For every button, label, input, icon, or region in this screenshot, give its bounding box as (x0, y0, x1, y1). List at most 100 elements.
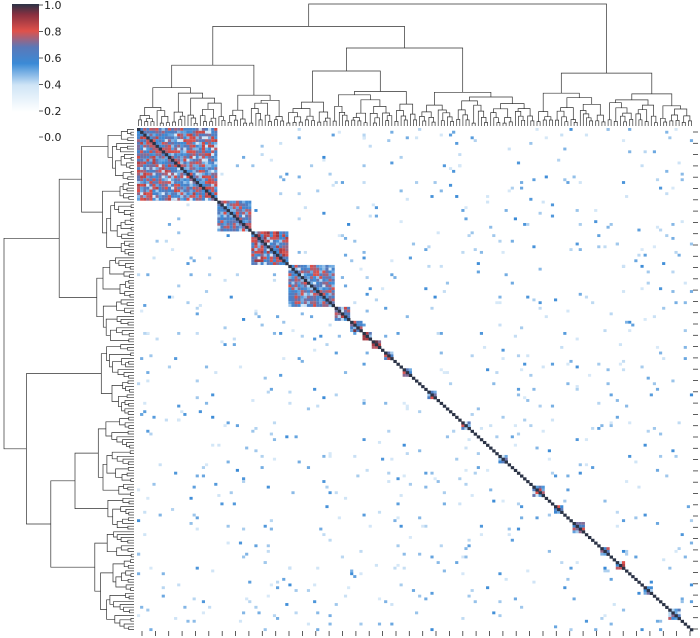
heatmap-cell (319, 276, 323, 279)
heatmap-cell (655, 468, 660, 472)
dendrogram-link (128, 279, 134, 284)
heatmap-cell (149, 167, 153, 170)
heatmap-cell (659, 186, 663, 190)
dendrogram-link (127, 578, 134, 583)
heatmap-cell (174, 617, 178, 620)
heatmap-cell (238, 228, 243, 232)
heatmap-cell (238, 541, 243, 545)
heatmap-cell (356, 320, 360, 324)
heatmap-cell (427, 396, 431, 400)
heatmap-cell (192, 186, 196, 190)
heatmap-cell (322, 480, 326, 483)
heatmap-cell (541, 429, 545, 433)
heatmap-cell (285, 253, 289, 257)
heatmap-cell (186, 150, 190, 154)
dendrogram-link (115, 160, 124, 176)
heatmap-cell (415, 181, 419, 184)
heatmap-cell (155, 161, 159, 165)
heatmap-cell (331, 264, 335, 268)
heatmap-cell (164, 192, 168, 196)
heatmap-cell (343, 496, 348, 500)
heatmap-cell (242, 228, 246, 232)
heatmap-cell (408, 256, 412, 260)
dendrogram-link (274, 119, 278, 126)
heatmap-cell (350, 329, 354, 333)
heatmap-cell (325, 284, 329, 288)
heatmap-cell (195, 144, 199, 148)
heatmap-cell (368, 287, 372, 291)
heatmap-cell (603, 547, 607, 551)
heatmap-cell (297, 128, 301, 131)
heatmap-cell (260, 245, 264, 249)
heatmap-cell (279, 242, 283, 246)
heatmap-cell (251, 245, 255, 249)
heatmap-diagonal-cell (309, 284, 314, 288)
heatmap-diagonal-cell (529, 482, 533, 486)
heatmap-cell (303, 284, 307, 288)
heatmap-cell (285, 172, 289, 176)
dendrogram-link (126, 442, 134, 447)
heatmap-diagonal-cell (489, 446, 493, 450)
heatmap-cell (167, 181, 172, 184)
heatmap-diagonal-cell (640, 583, 644, 587)
dendrogram-link (607, 119, 612, 126)
heatmap-cell (201, 141, 206, 145)
heatmap-diagonal-cell (411, 376, 416, 380)
heatmap-cell (306, 276, 311, 279)
dendrogram-link (130, 226, 134, 231)
heatmap-cell (170, 133, 175, 137)
dendrogram-link (130, 170, 134, 175)
heatmap-cell (177, 189, 181, 193)
heatmap-diagonal-cell (427, 390, 431, 394)
heatmap-diagonal-cell (325, 298, 329, 302)
dendrogram-link (112, 361, 122, 373)
heatmap-cell (442, 569, 446, 573)
heatmap-cell (137, 155, 141, 159)
heatmap-cell (674, 250, 678, 254)
heatmap-cell (535, 516, 539, 520)
heatmap-diagonal-cell (665, 605, 669, 609)
heatmap-cell (334, 491, 338, 495)
heatmap-diagonal-cell (424, 387, 428, 391)
heatmap-cell (217, 206, 221, 210)
heatmap-cell (316, 284, 320, 288)
heatmap-cell (235, 200, 239, 204)
heatmap-cell (384, 357, 388, 360)
heatmap-cell (220, 502, 224, 506)
heatmap-cell (149, 181, 153, 184)
heatmap-cell (174, 133, 178, 137)
dendrogram-link (517, 108, 531, 116)
heatmap-cell (538, 301, 542, 305)
heatmap-cell (300, 270, 304, 274)
heatmap-cell (309, 315, 314, 319)
heatmap-cell (140, 128, 144, 131)
heatmap-cell (621, 608, 626, 612)
heatmap-cell (618, 561, 623, 564)
heatmap-cell (309, 264, 314, 268)
heatmap-cell (662, 558, 666, 562)
heatmap-cell (198, 186, 202, 190)
heatmap-diagonal-cell (501, 457, 505, 461)
heatmap-diagonal-cell (448, 410, 453, 414)
dendrogram-link (124, 219, 134, 225)
heatmap-cell (566, 474, 570, 478)
heatmap-cell (282, 245, 286, 249)
heatmap-cell (300, 278, 304, 282)
heatmap-cell (359, 323, 363, 327)
heatmap-cell (248, 220, 252, 224)
heatmap-cell (424, 524, 428, 528)
heatmap-cell (235, 206, 239, 210)
dendrogram-link (129, 444, 134, 449)
heatmap-cell (183, 136, 187, 140)
heatmap-cell (523, 418, 527, 422)
heatmap-cell (177, 155, 181, 159)
heatmap-cell (331, 270, 335, 274)
heatmap-cell (331, 287, 335, 291)
heatmap-cell (291, 281, 295, 285)
heatmap-cell (655, 619, 660, 623)
heatmap-cell (180, 139, 184, 143)
heatmap-cell (424, 485, 428, 489)
heatmap-cell (183, 186, 187, 190)
heatmap-cell (306, 264, 311, 268)
heatmap-cell (232, 502, 236, 506)
